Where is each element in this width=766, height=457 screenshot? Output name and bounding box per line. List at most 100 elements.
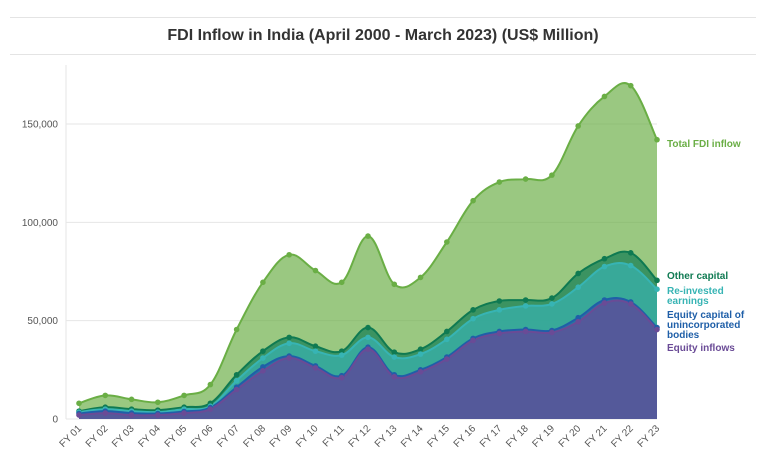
data-point	[470, 307, 476, 313]
data-point	[128, 412, 135, 418]
data-point	[522, 297, 529, 303]
x-tick-label: FY 21	[583, 423, 610, 450]
data-point	[549, 172, 555, 178]
data-point	[627, 301, 634, 307]
data-point	[286, 355, 292, 361]
x-tick-label: FY 13	[373, 423, 400, 450]
data-point	[260, 279, 266, 286]
data-point	[207, 381, 214, 388]
data-point	[312, 365, 319, 371]
data-point	[286, 334, 292, 341]
data-point	[549, 329, 555, 336]
data-point	[338, 348, 345, 354]
data-point	[233, 377, 240, 384]
x-axis: FY 01 FY 02 FY 03 FY 04 FY 05 FY 06 FY 07 FY 08…	[58, 423, 663, 450]
end-label: Equity capital of unincorporated bodies	[667, 310, 745, 341]
data-point	[391, 349, 398, 355]
data-point	[444, 239, 450, 245]
end-label-line: Equity capital of	[667, 310, 745, 321]
data-point	[575, 270, 581, 277]
data-point	[417, 346, 424, 352]
x-tick-label: FY 19	[531, 423, 558, 450]
data-point	[627, 250, 634, 256]
end-label-line: Re-invested	[667, 286, 724, 297]
data-point	[444, 356, 450, 362]
x-tick-label: FY 23	[636, 423, 663, 450]
data-point	[391, 281, 398, 288]
data-point	[207, 406, 214, 412]
data-point	[417, 274, 424, 281]
data-point	[260, 368, 266, 374]
data-point	[365, 233, 371, 239]
end-labels: Total FDI inflow Other capital Re-invested…	[667, 139, 745, 354]
data-point	[102, 392, 109, 399]
chart-title-bar: FDI Inflow in India (April 2000 - March …	[10, 17, 756, 55]
data-point	[549, 295, 555, 301]
data-point	[102, 410, 109, 416]
data-point	[575, 318, 581, 325]
data-point	[76, 412, 82, 418]
data-point	[496, 330, 503, 337]
data-point	[522, 303, 529, 309]
x-tick-label: FY 22	[609, 423, 636, 450]
data-point	[470, 197, 476, 204]
data-point	[260, 348, 266, 354]
y-tick-label: 0	[52, 415, 58, 426]
area-series	[79, 83, 657, 419]
x-tick-label: FY 06	[189, 423, 216, 450]
data-point	[627, 82, 634, 89]
data-point	[312, 343, 319, 350]
x-tick-label: FY 08	[242, 423, 269, 450]
data-point	[444, 336, 450, 343]
end-label-line: Total FDI inflow	[667, 139, 741, 150]
x-tick-label: FY 20	[557, 423, 584, 450]
x-tick-label: FY 17	[478, 423, 505, 450]
data-point	[470, 315, 476, 322]
x-tick-label: FY 16	[452, 423, 479, 450]
data-point	[76, 400, 82, 407]
data-point	[155, 399, 161, 406]
y-axis: 0 50,000 100,000 150,000	[22, 120, 59, 426]
data-point	[575, 284, 581, 291]
data-point	[522, 176, 529, 182]
x-tick-label: FY 11	[321, 423, 347, 449]
data-point	[233, 326, 240, 333]
x-tick-label: FY 14	[399, 423, 426, 450]
data-point	[181, 392, 187, 399]
y-tick-label: 100,000	[22, 218, 59, 229]
data-point	[312, 348, 319, 354]
data-point	[496, 307, 503, 313]
data-point	[470, 337, 476, 344]
data-point	[233, 371, 240, 378]
end-label-line: earnings	[667, 296, 709, 307]
end-label-line: unincorporated	[667, 320, 740, 331]
x-tick-label: FY 18	[504, 423, 531, 450]
data-point	[496, 179, 503, 185]
x-tick-label: FY 07	[215, 423, 242, 450]
data-point	[365, 324, 371, 331]
x-tick-label: FY 09	[268, 423, 295, 450]
end-label: Total FDI inflow	[667, 139, 741, 150]
data-point	[496, 298, 503, 304]
series-points	[76, 82, 660, 418]
x-tick-label: FY 02	[84, 423, 111, 450]
data-point	[417, 369, 424, 375]
data-point	[654, 326, 660, 333]
data-point	[260, 364, 266, 370]
data-point	[601, 300, 608, 306]
data-point	[338, 374, 345, 381]
data-point	[654, 136, 660, 143]
data-point	[654, 286, 660, 293]
data-point	[417, 351, 424, 357]
data-point	[391, 354, 398, 360]
data-point	[155, 412, 161, 418]
data-point	[575, 123, 581, 129]
end-label: Other capital	[667, 271, 728, 282]
data-point	[654, 277, 660, 284]
data-point	[338, 279, 345, 286]
x-tick-label: FY 05	[163, 423, 190, 450]
data-point	[575, 314, 581, 321]
data-point	[233, 386, 240, 393]
y-tick-label: 50,000	[27, 316, 58, 327]
